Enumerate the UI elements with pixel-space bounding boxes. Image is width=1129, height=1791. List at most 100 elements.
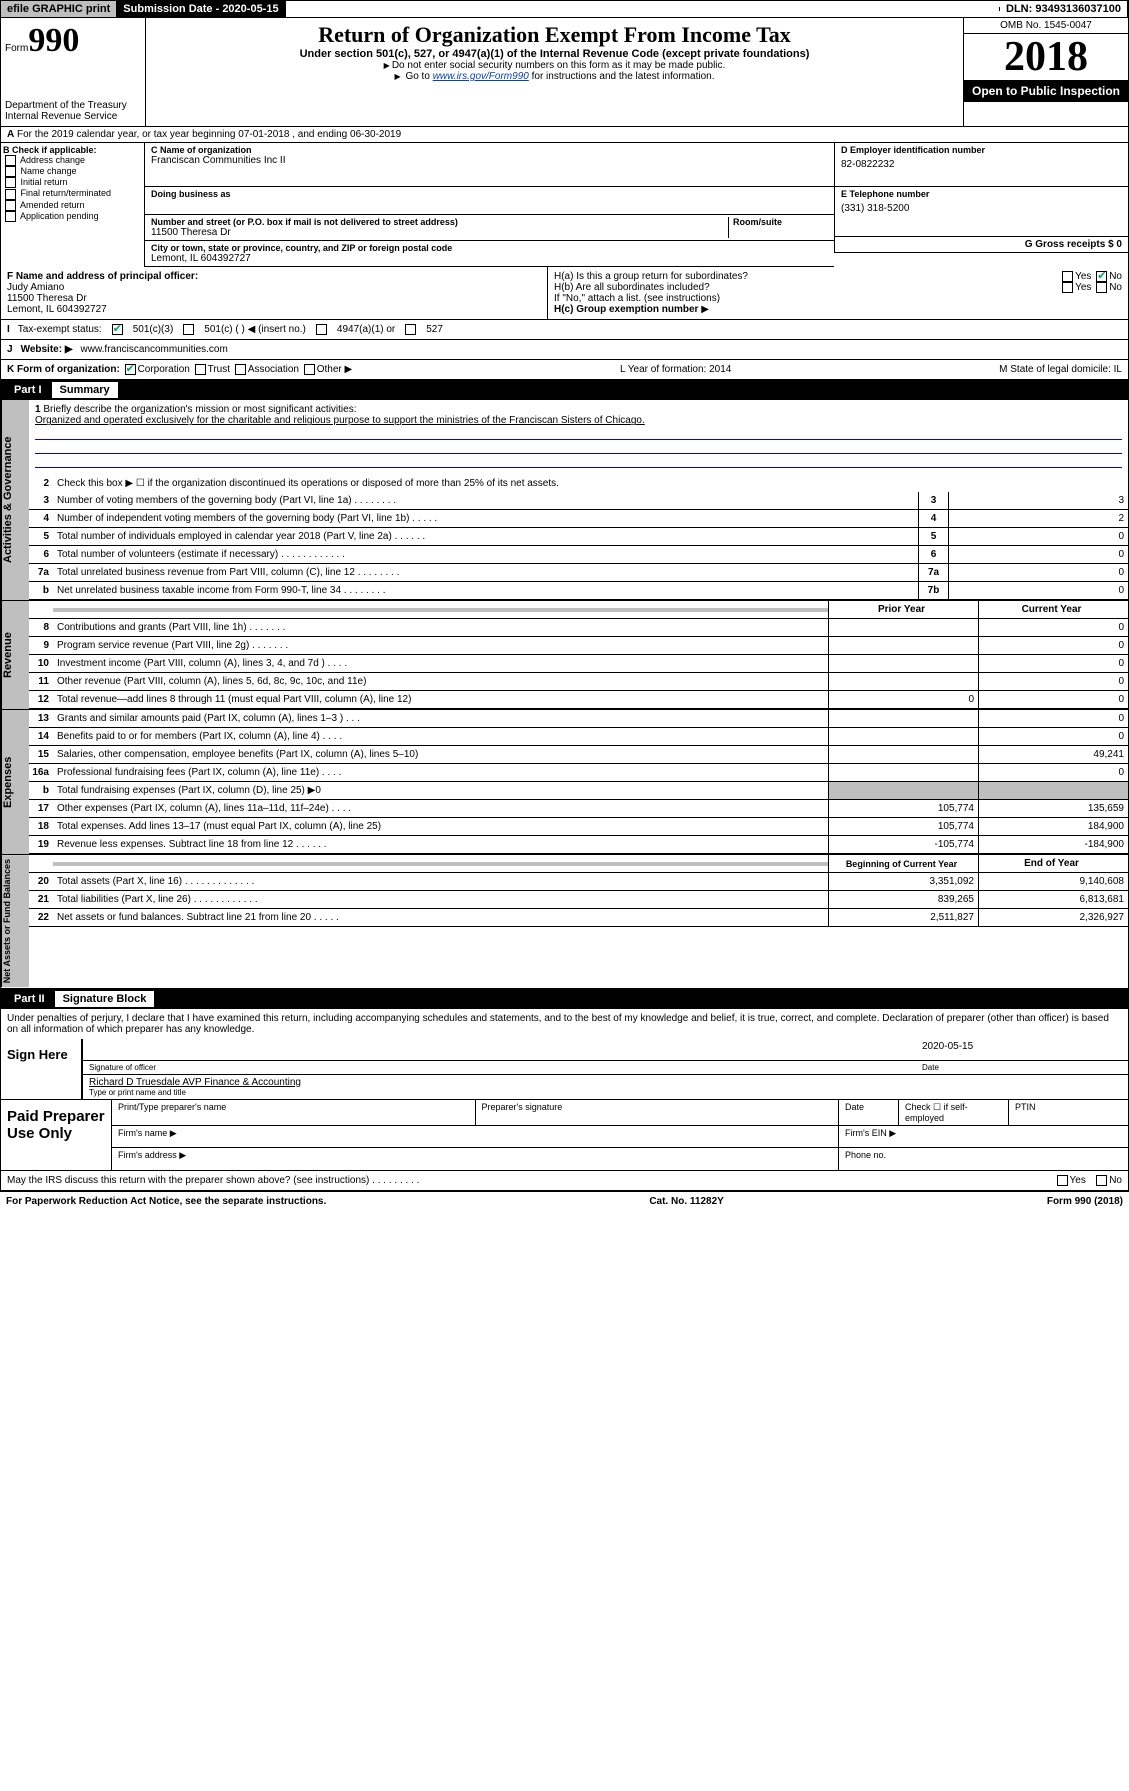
footer-left: For Paperwork Reduction Act Notice, see … <box>6 1196 326 1207</box>
city-state-zip: Lemont, IL 604392727 <box>151 253 828 264</box>
side-governance: Activities & Governance <box>1 400 29 600</box>
preparer-label: Paid Preparer Use Only <box>1 1100 111 1170</box>
sig-name: Richard D Truesdale AVP Finance & Accoun… <box>89 1077 1122 1088</box>
perjury-text: Under penalties of perjury, I declare th… <box>1 1009 1128 1039</box>
addr-label: Number and street (or P.O. box if mail i… <box>151 217 728 227</box>
website-value: www.franciscancommunities.com <box>81 344 228 355</box>
box-d-label: D Employer identification number <box>841 145 1122 155</box>
hc-label: H(c) Group exemption number <box>554 304 698 315</box>
open-public-badge: Open to Public Inspection <box>964 80 1128 102</box>
col-begin: Beginning of Current Year <box>828 855 978 872</box>
firm-ein-label: Firm's EIN ▶ <box>838 1126 1128 1147</box>
ein: 82-0822232 <box>841 159 1122 170</box>
footer-form: Form 990 (2018) <box>1047 1196 1123 1207</box>
check-name-change[interactable]: Name change <box>3 166 142 177</box>
discuss-yes[interactable] <box>1057 1175 1068 1186</box>
prep-selfemp-label: Check ☐ if self-employed <box>898 1100 1008 1125</box>
part1-header: Part I Summary <box>0 380 1129 400</box>
omb-number: OMB No. 1545-0047 <box>964 18 1128 34</box>
prep-date-label: Date <box>838 1100 898 1125</box>
year-formation: L Year of formation: 2014 <box>620 364 731 375</box>
mission-text: Organized and operated exclusively for t… <box>35 415 1122 426</box>
check-4947[interactable] <box>316 324 327 335</box>
sign-here-label: Sign Here <box>1 1039 81 1099</box>
dln: DLN: 93493136037100 <box>1000 1 1128 17</box>
form-label: Form <box>5 43 28 54</box>
col-prior: Prior Year <box>828 601 978 618</box>
state-domicile: M State of legal domicile: IL <box>999 364 1122 375</box>
sig-date-label: Date <box>922 1063 1122 1072</box>
check-527[interactable] <box>405 324 416 335</box>
top-bar: efile GRAPHIC print Submission Date - 20… <box>0 0 1129 18</box>
form-subtitle: Under section 501(c), 527, or 4947(a)(1)… <box>150 48 959 60</box>
side-expenses: Expenses <box>1 710 29 854</box>
check-trust[interactable] <box>195 364 206 375</box>
box-c-label: C Name of organization <box>151 145 828 155</box>
discuss-no[interactable] <box>1096 1175 1107 1186</box>
gross-receipts: G Gross receipts $ 0 <box>1025 239 1122 250</box>
check-501c[interactable] <box>183 324 194 335</box>
department: Department of the Treasury Internal Reve… <box>5 100 141 122</box>
summary-governance: Activities & Governance 1 Briefly descri… <box>0 400 1129 601</box>
sig-officer-label: Signature of officer <box>89 1063 922 1072</box>
form-header: Form990 Department of the Treasury Inter… <box>0 18 1129 127</box>
check-address-change[interactable]: Address change <box>3 155 142 166</box>
check-app-pending[interactable]: Application pending <box>3 211 142 222</box>
city-label: City or town, state or province, country… <box>151 243 828 253</box>
section-bcd: B Check if applicable: Address change Na… <box>0 143 1129 267</box>
box-f-label: F Name and address of principal officer: <box>7 271 198 282</box>
korg-row: K Form of organization: Corporation Trus… <box>0 360 1129 380</box>
row-a-period: A For the 2019 calendar year, or tax yea… <box>0 127 1129 143</box>
website-row: J Website: ▶ www.franciscancommunities.c… <box>0 340 1129 360</box>
room-label: Room/suite <box>733 217 828 227</box>
privacy-note: Do not enter social security numbers on … <box>150 60 959 71</box>
dba-label: Doing business as <box>151 189 828 199</box>
check-initial-return[interactable]: Initial return <box>3 177 142 188</box>
row-fh: F Name and address of principal officer:… <box>0 267 1129 320</box>
side-revenue: Revenue <box>1 601 29 709</box>
discuss-row: May the IRS discuss this return with the… <box>0 1171 1129 1191</box>
check-assoc[interactable] <box>235 364 246 375</box>
org-name: Franciscan Communities Inc II <box>151 155 828 166</box>
telephone: (331) 318-5200 <box>841 203 1122 214</box>
tax-status-row: I Tax-exempt status: 501(c)(3) 501(c) ( … <box>0 320 1129 340</box>
prep-name-label: Print/Type preparer's name <box>111 1100 475 1125</box>
hb-label: H(b) Are all subordinates included? <box>554 282 710 293</box>
check-other[interactable] <box>304 364 315 375</box>
firm-addr-label: Firm's address ▶ <box>111 1148 838 1170</box>
side-netassets: Net Assets or Fund Balances <box>1 855 29 987</box>
summary-expenses: Expenses 13Grants and similar amounts pa… <box>0 710 1129 855</box>
signature-block: Under penalties of perjury, I declare th… <box>0 1009 1129 1100</box>
check-amended[interactable]: Amended return <box>3 200 142 211</box>
officer-addr: 11500 Theresa Dr Lemont, IL 604392727 <box>7 293 541 315</box>
line2: Check this box ▶ ☐ if the organization d… <box>53 476 1128 491</box>
efile-label[interactable]: efile GRAPHIC print <box>1 1 117 17</box>
irs-link[interactable]: www.irs.gov/Form990 <box>433 71 529 82</box>
check-501c3[interactable] <box>112 324 123 335</box>
check-corp[interactable] <box>125 364 136 375</box>
phone-label: Phone no. <box>838 1148 1128 1170</box>
form-title: Return of Organization Exempt From Incom… <box>150 22 959 48</box>
instructions-note: Go to www.irs.gov/Form990 for instructio… <box>150 71 959 82</box>
box-e-label: E Telephone number <box>841 189 1122 199</box>
footer-catno: Cat. No. 11282Y <box>649 1196 723 1207</box>
col-b-label: B Check if applicable: <box>3 145 142 155</box>
preparer-block: Paid Preparer Use Only Print/Type prepar… <box>0 1100 1129 1171</box>
page-footer: For Paperwork Reduction Act Notice, see … <box>0 1191 1129 1211</box>
tax-year: 2018 <box>964 34 1128 80</box>
officer-name: Judy Amiano <box>7 282 541 293</box>
line1-label: Briefly describe the organization's miss… <box>43 404 356 415</box>
ha-label: H(a) Is this a group return for subordin… <box>554 271 748 282</box>
part2-header: Part II Signature Block <box>0 989 1129 1009</box>
firm-name-label: Firm's name ▶ <box>111 1126 838 1147</box>
sig-date: 2020-05-15 <box>922 1041 1122 1058</box>
hb-note: If "No," attach a list. (see instruction… <box>554 293 1122 304</box>
col-current: Current Year <box>978 601 1128 618</box>
summary-netassets: Net Assets or Fund Balances Beginning of… <box>0 855 1129 988</box>
col-end: End of Year <box>978 855 1128 872</box>
summary-revenue: Revenue Prior Year Current Year 8Contrib… <box>0 601 1129 710</box>
prep-ptin-label: PTIN <box>1008 1100 1128 1125</box>
check-final-return[interactable]: Final return/terminated <box>3 188 142 199</box>
form-number: 990 <box>28 22 79 59</box>
submission-date: Submission Date - 2020-05-15 <box>117 1 285 17</box>
